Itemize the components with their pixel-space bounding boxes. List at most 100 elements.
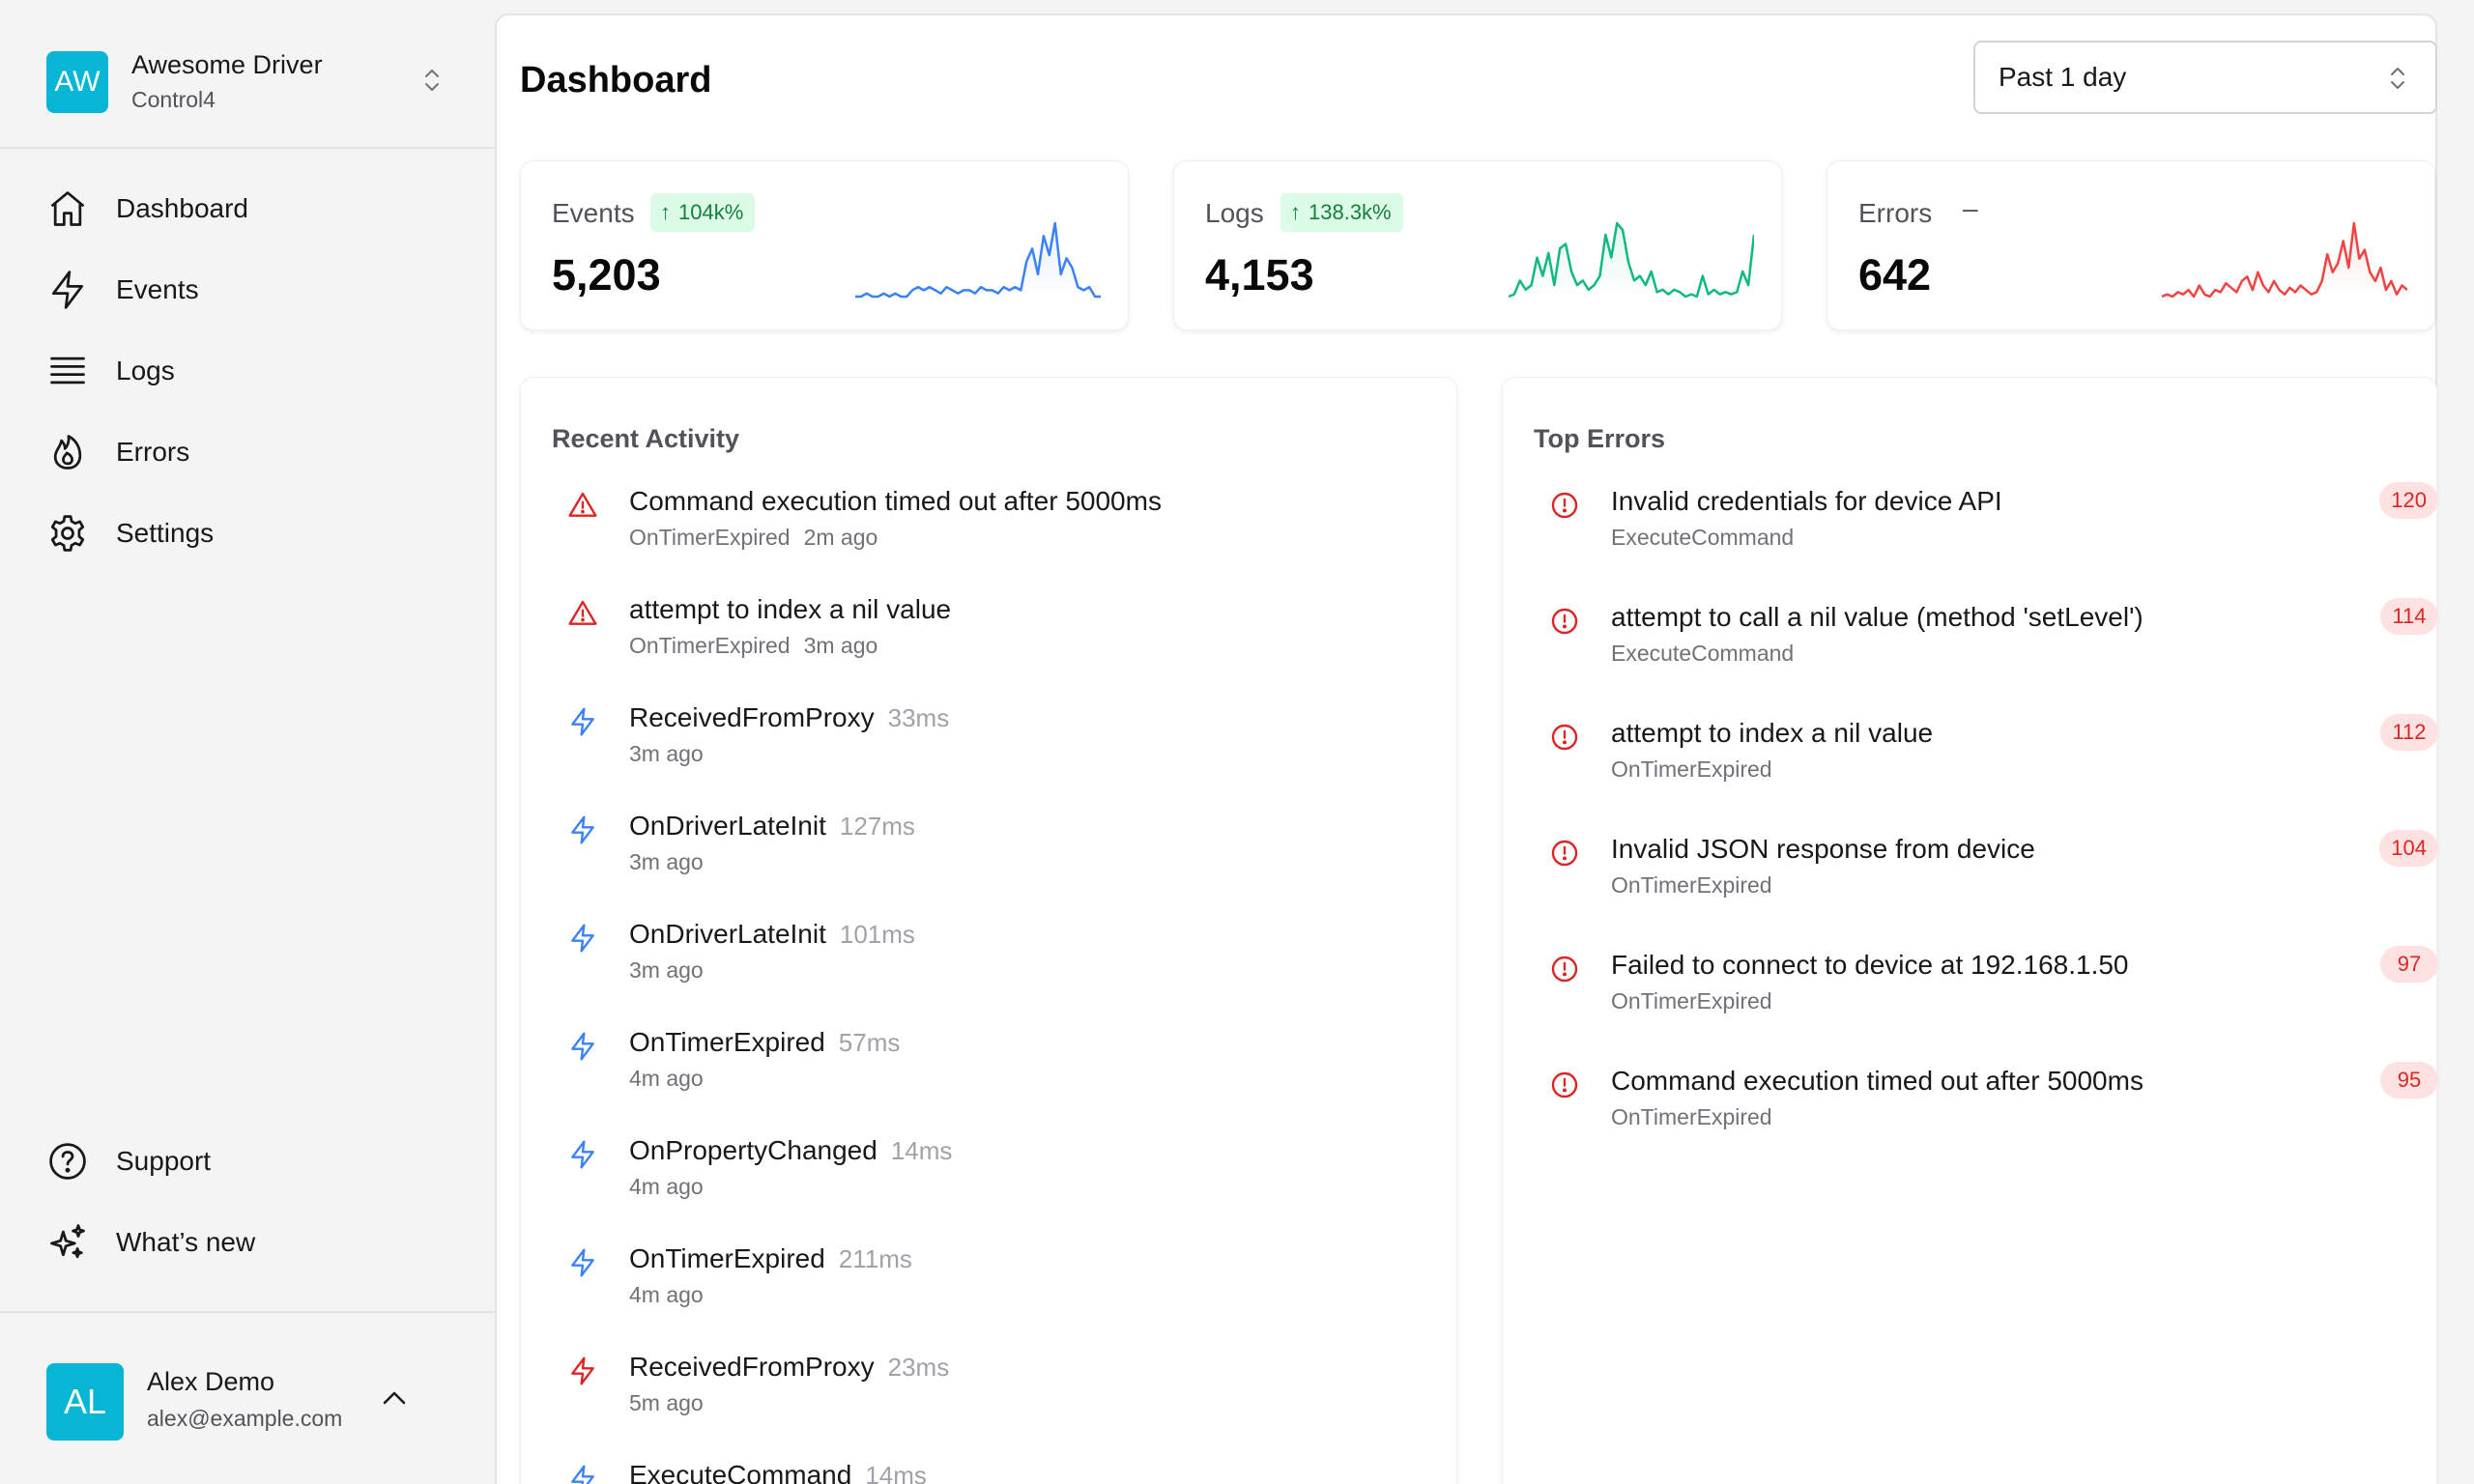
top-errors-panel: Top Errors Invalid credentials for devic…	[1502, 377, 2438, 1484]
activity-heading: ReceivedFromProxy 23ms	[629, 1352, 949, 1383]
stat-card-events[interactable]: Events ↑ 104k% 5,203	[520, 160, 1129, 330]
activity-name: OnDriverLateInit	[629, 811, 826, 841]
bolt-icon	[567, 1031, 598, 1062]
team-name: Awesome Driver	[131, 50, 323, 79]
error-count-badge: 114	[2380, 598, 2438, 635]
activity-heading: ExecuteCommand 14ms	[629, 1460, 927, 1484]
error-item[interactable]: Invalid JSON response from device OnTimer…	[1549, 830, 2438, 927]
warning-icon	[567, 490, 598, 521]
stat-label: Errors	[1858, 198, 1933, 228]
alert-circle-icon	[1549, 606, 1580, 637]
list-icon	[46, 350, 89, 392]
time-range-select[interactable]: Past 1 day	[1973, 41, 2437, 114]
activity-meta: 5m ago	[629, 1390, 704, 1416]
activity-duration: 127ms	[839, 812, 915, 841]
user-name: Alex Demo	[147, 1367, 275, 1396]
activity-duration: 101ms	[839, 920, 915, 949]
avatar: AL	[46, 1363, 124, 1441]
activity-meta: 4m ago	[629, 1282, 704, 1308]
activity-name: attempt to index a nil value	[629, 594, 952, 624]
error-item[interactable]: Invalid credentials for device API Execut…	[1549, 482, 2438, 579]
bolt-icon	[567, 1356, 598, 1386]
activity-item[interactable]: ReceivedFromProxy 33ms 3m ago	[567, 699, 1437, 795]
nav-label: Support	[116, 1146, 212, 1176]
stat-label: Events	[552, 198, 635, 228]
bolt-icon	[567, 1464, 598, 1484]
page-title: Dashboard	[520, 60, 712, 100]
bolt-icon	[567, 923, 598, 954]
activity-duration: 57ms	[838, 1028, 901, 1057]
activity-time: 3m ago	[629, 849, 704, 874]
sparkline	[1509, 221, 1754, 300]
user-menu[interactable]: AL Alex Demo alex@example.com	[0, 1311, 495, 1484]
team-subtitle: Control4	[131, 87, 216, 112]
arrow-up-icon: ↑	[1290, 200, 1301, 224]
error-item[interactable]: Failed to connect to device at 192.168.1…	[1549, 946, 2438, 1042]
activity-item[interactable]: ReceivedFromProxy 23ms 5m ago	[567, 1348, 1437, 1444]
nav-item-support[interactable]: Support	[39, 1130, 464, 1192]
activity-item[interactable]: OnTimerExpired 57ms 4m ago	[567, 1023, 1437, 1120]
question-icon	[46, 1140, 89, 1183]
activity-duration: 23ms	[887, 1353, 950, 1382]
activity-item[interactable]: Command execution timed out after 5000ms…	[567, 482, 1437, 579]
error-item[interactable]: Command execution timed out after 5000ms…	[1549, 1062, 2438, 1158]
nav-item-dashboard[interactable]: Dashboard	[39, 178, 464, 240]
error-message: Command execution timed out after 5000ms	[1611, 1066, 2143, 1096]
activity-time: 2m ago	[803, 525, 878, 550]
trend-badge: ↑ 138.3k%	[1280, 193, 1403, 232]
activity-meta: 4m ago	[629, 1066, 704, 1092]
error-item[interactable]: attempt to call a nil value (method 'set…	[1549, 598, 2438, 695]
activity-heading: ReceivedFromProxy 33ms	[629, 702, 949, 733]
team-switcher[interactable]: AW Awesome Driver Control4	[0, 0, 495, 149]
activity-duration: 14ms	[890, 1136, 953, 1165]
activity-meta: 3m ago	[629, 849, 704, 875]
stat-label: Logs	[1205, 198, 1264, 228]
stat-card-logs[interactable]: Logs ↑ 138.3k% 4,153	[1173, 160, 1782, 330]
sparkline	[855, 221, 1101, 300]
activity-name: OnTimerExpired	[629, 1243, 825, 1273]
trend-value: 138.3k%	[1309, 200, 1392, 224]
nav-item-errors[interactable]: Errors	[39, 421, 464, 483]
sparkline-area	[1509, 223, 1754, 300]
error-message: Invalid JSON response from device	[1611, 834, 2035, 864]
sparkles-icon	[46, 1221, 89, 1264]
activity-item[interactable]: OnDriverLateInit 127ms 3m ago	[567, 807, 1437, 903]
chevrons-up-down-icon	[2391, 68, 2404, 89]
chevron-up-icon[interactable]	[377, 1381, 412, 1415]
alert-circle-icon	[1549, 490, 1580, 521]
activity-item[interactable]: OnPropertyChanged 14ms 4m ago	[567, 1131, 1437, 1228]
trend-badge: –	[1963, 193, 1978, 223]
activity-item[interactable]: OnTimerExpired 211ms 4m ago	[567, 1240, 1437, 1336]
trend-badge: ↑ 104k%	[650, 193, 756, 232]
stat-card-errors[interactable]: Errors – 642	[1827, 160, 2435, 330]
nav-label: Errors	[116, 437, 190, 467]
error-source: OnTimerExpired	[1611, 872, 1772, 898]
nav-item-whats-new[interactable]: What’s new	[39, 1212, 464, 1273]
bolt-icon	[567, 1139, 598, 1170]
nav-item-settings[interactable]: Settings	[39, 502, 464, 564]
error-source: ExecuteCommand	[1611, 525, 1795, 550]
activity-heading: OnTimerExpired 57ms	[629, 1027, 900, 1058]
error-source: ExecuteCommand	[1611, 641, 1795, 666]
activity-heading: OnPropertyChanged 14ms	[629, 1135, 952, 1166]
gear-icon	[46, 512, 89, 555]
activity-meta: 4m ago	[629, 1174, 704, 1200]
team-avatar: AW	[46, 51, 108, 113]
error-count-badge: 120	[2379, 482, 2438, 519]
stat-value: 5,203	[552, 250, 661, 300]
activity-heading: OnTimerExpired 211ms	[629, 1243, 912, 1274]
nav-label: What’s new	[116, 1227, 256, 1257]
error-count-badge: 112	[2380, 714, 2438, 751]
error-item[interactable]: attempt to index a nil value OnTimerExpir…	[1549, 714, 2438, 811]
warning-icon	[567, 598, 598, 629]
error-count-badge: 95	[2380, 1062, 2438, 1099]
recent-activity-panel: Recent Activity Command execution timed …	[520, 377, 1457, 1484]
activity-item[interactable]: attempt to index a nil value OnTimerExpir…	[567, 590, 1437, 687]
error-count-badge: 97	[2380, 946, 2438, 983]
activity-item[interactable]: ExecuteCommand14ms5m ago	[567, 1456, 1437, 1484]
alert-circle-icon	[1549, 722, 1580, 753]
nav-item-logs[interactable]: Logs	[39, 340, 464, 402]
error-message: attempt to call a nil value (method 'set…	[1611, 602, 2143, 632]
activity-item[interactable]: OnDriverLateInit 101ms 3m ago	[567, 915, 1437, 1012]
nav-item-events[interactable]: Events	[39, 259, 464, 321]
